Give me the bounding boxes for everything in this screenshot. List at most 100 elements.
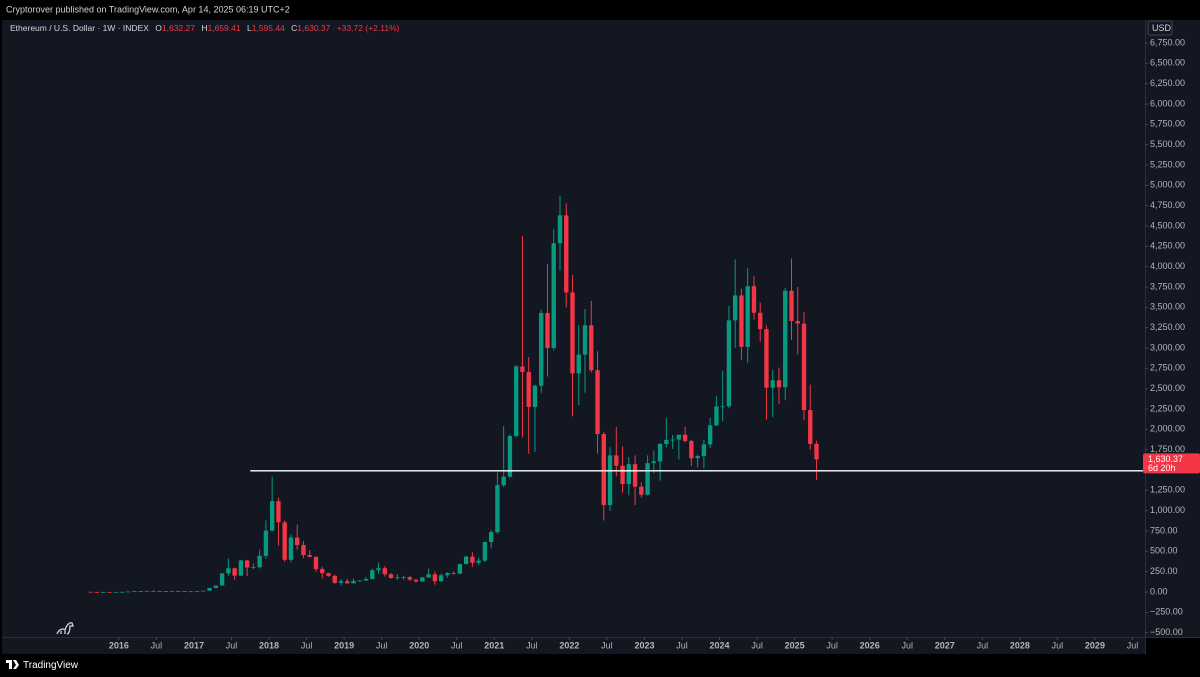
ohlc-key: H — [201, 23, 207, 33]
x-tick-label: Jul — [151, 640, 163, 650]
footer-brand: TradingView — [23, 660, 79, 671]
x-tick-label: Jul — [676, 640, 688, 650]
ohlc-value: 1,632.27 — [162, 23, 195, 33]
candle-body — [614, 455, 619, 466]
candle-body — [238, 560, 244, 576]
candle-body — [94, 591, 100, 593]
x-tick-label: 2027 — [935, 640, 955, 650]
y-tick-label: 0.00 — [1150, 586, 1168, 596]
candle-body — [808, 410, 813, 444]
candle-body — [119, 591, 125, 593]
candle-body — [639, 486, 644, 495]
candle-body — [664, 439, 669, 444]
candle-body — [714, 406, 719, 426]
candle-body — [520, 366, 525, 372]
y-tick-label: 3,250.00 — [1150, 322, 1185, 332]
chart-legend: Ethereum / U.S. Dollar · 1W · INDEX O1,6… — [10, 23, 400, 33]
x-tick-label: Jul — [451, 640, 463, 650]
candle-body — [676, 434, 682, 440]
candle-body — [126, 591, 131, 593]
x-tick-label: Jul — [826, 640, 838, 650]
x-tick-label: 2020 — [409, 640, 429, 650]
x-tick-label: 2026 — [860, 640, 880, 650]
candle-body — [814, 443, 819, 460]
candle-body — [345, 581, 350, 584]
y-tick-label: 1,250.00 — [1150, 485, 1185, 495]
candle-body — [551, 243, 556, 349]
x-tick-label: 2024 — [710, 640, 730, 650]
candle-body — [326, 573, 331, 576]
candle-body — [470, 556, 475, 563]
y-tick-label: 6,000.00 — [1150, 98, 1185, 108]
candle-body — [101, 591, 106, 593]
x-tick-label: 2016 — [109, 640, 129, 650]
candle-body — [732, 295, 738, 321]
candle-body — [513, 366, 519, 437]
candle-body — [720, 406, 725, 408]
y-tick-label: 6,250.00 — [1150, 78, 1185, 88]
ohlc-key: O — [155, 23, 162, 33]
candle-body — [701, 444, 707, 457]
x-tick-label: Jul — [1052, 640, 1064, 650]
y-tick-label: 4,000.00 — [1150, 261, 1185, 271]
candle-body — [432, 574, 438, 582]
candle-body — [595, 370, 600, 435]
candle-body — [376, 568, 381, 571]
candle-body — [758, 312, 763, 330]
candle-body — [488, 532, 494, 543]
candle-body — [219, 573, 225, 586]
candle-body — [269, 501, 275, 531]
candle-body — [651, 461, 657, 464]
currency-box — [1147, 20, 1173, 36]
y-tick-label: 5,500.00 — [1150, 139, 1185, 149]
x-tick-label: Jul — [977, 640, 989, 650]
y-tick-label: 2,500.00 — [1150, 383, 1185, 393]
candle-body — [113, 591, 118, 593]
candle-body — [576, 354, 581, 374]
candle-body — [620, 465, 625, 485]
footer-logo — [6, 660, 19, 669]
candle-body — [426, 574, 431, 578]
candle-body — [182, 591, 187, 592]
x-tick-label: Jul — [376, 640, 388, 650]
candle-body — [539, 313, 544, 386]
candle-body — [213, 585, 219, 588]
candle-body — [776, 380, 782, 388]
candle-body — [301, 545, 306, 556]
y-tick-label: 4,750.00 — [1150, 200, 1185, 210]
candles — [88, 195, 819, 593]
candle-body — [313, 556, 319, 570]
candle-body — [689, 440, 694, 459]
candle-body — [370, 570, 375, 580]
candle-body — [670, 439, 675, 441]
x-tick-label: 2021 — [484, 640, 504, 650]
candle-body — [351, 580, 356, 584]
x-tick-label: 2023 — [634, 640, 654, 650]
candle-body — [363, 579, 369, 581]
candle-body — [163, 591, 168, 592]
candle-body — [770, 380, 775, 388]
x-tick-label: Jul — [301, 640, 313, 650]
y-tick-label: 3,000.00 — [1150, 342, 1185, 352]
x-tick-label: 2017 — [184, 640, 204, 650]
candle-body — [107, 591, 112, 593]
y-tick-label: 2,250.00 — [1150, 403, 1185, 413]
candle-body — [438, 575, 444, 582]
candle-body — [445, 573, 450, 576]
candle-body — [395, 577, 400, 579]
y-tick-label: 3,750.00 — [1150, 281, 1185, 291]
candle-body — [626, 464, 632, 485]
candle-body — [332, 575, 337, 583]
candle-body — [263, 530, 269, 556]
ohlc-key: L — [247, 23, 252, 33]
candle-body — [169, 590, 175, 592]
candle-body — [682, 434, 688, 441]
candle-body — [751, 286, 757, 313]
candle-body — [495, 485, 500, 533]
published-note: Cryptorover published on TradingView.com… — [6, 4, 290, 14]
candle-body — [451, 573, 456, 575]
y-tick-label: 5,000.00 — [1150, 180, 1185, 190]
candle-body — [526, 371, 531, 407]
candle-body — [795, 321, 800, 324]
